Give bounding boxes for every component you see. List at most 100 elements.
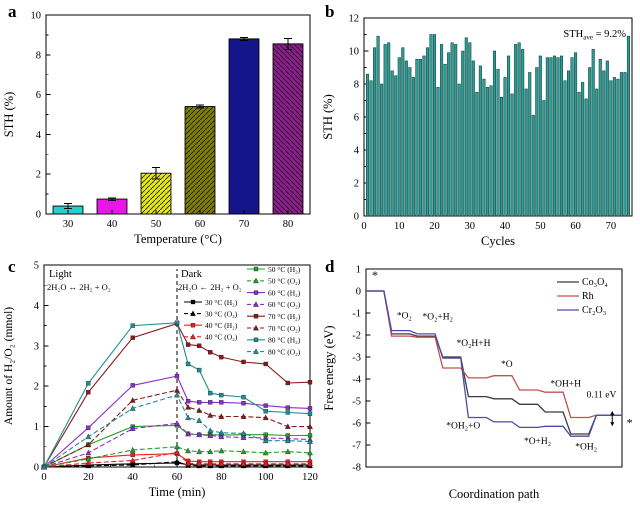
legend-label: 80 °C (H₂) [268, 336, 301, 345]
marker-triangle [129, 446, 136, 453]
marker-triangle [307, 449, 313, 456]
panel-a-letter: a [8, 2, 17, 21]
y-tick-label: -8 [352, 463, 361, 474]
marker-triangle [190, 310, 196, 316]
cycle-bar [507, 55, 511, 217]
marker-square [253, 314, 259, 319]
marker-square [263, 361, 268, 367]
x-tick-label: 30 [465, 221, 476, 232]
cycle-bar [524, 88, 528, 217]
series-50 °C (O₂) [43, 446, 311, 468]
marker-triangle [185, 460, 191, 466]
cycle-bar [542, 100, 546, 217]
marker-triangle [284, 423, 291, 429]
cycle-bar [514, 44, 518, 217]
marker-square [174, 320, 180, 325]
marker-triangle [185, 414, 191, 421]
cycle-bar [418, 59, 422, 217]
panel-d-letter: d [325, 257, 335, 276]
marker-square [253, 290, 259, 295]
y-tick-label: 1 [34, 422, 39, 433]
cycle-bar [538, 55, 542, 217]
marker-square [197, 400, 202, 405]
y-tick-label: 0 [356, 287, 361, 298]
marker-triangle [218, 433, 225, 440]
legend-label: 40 °C (O₂) [205, 333, 238, 342]
marker-square [197, 343, 202, 348]
cycle-bar [376, 35, 380, 217]
annotation-*: * [627, 415, 633, 429]
x-tick-label: 70 [606, 221, 617, 232]
y-tick-label: 4 [354, 146, 360, 157]
cycle-bar [464, 37, 468, 217]
y-tick-label: 10 [349, 47, 360, 58]
cycle-bar [598, 59, 602, 217]
marker-triangle [85, 455, 92, 462]
marker-triangle [207, 412, 214, 418]
cycle-bar [450, 42, 454, 217]
cycle-bar [380, 83, 384, 217]
cycle-bar [574, 52, 578, 217]
cycle-bar [528, 72, 532, 217]
marker-triangle [85, 441, 92, 448]
cycle-bar [447, 52, 451, 217]
series-60 °C (H₂) [43, 375, 311, 468]
cycle-bar [415, 59, 419, 217]
cycle-bar [369, 80, 373, 217]
x-tick-label: 50 [151, 219, 162, 230]
x-tick-label: 0 [361, 221, 366, 232]
legend-label: 60 °C (O₂) [268, 300, 301, 309]
cycle-bar [482, 78, 486, 217]
marker-triangle [85, 449, 92, 456]
marker-triangle [196, 460, 203, 467]
cycle-bar [588, 67, 592, 217]
marker-triangle [207, 448, 214, 454]
x-tick-label: 30 [63, 219, 74, 230]
y-tick-label: 2 [36, 170, 41, 181]
marker-square [241, 359, 246, 365]
x-tick-label: 70 [239, 219, 250, 230]
cycle-bar [535, 67, 539, 217]
axes-frame [365, 268, 623, 468]
legend-label: Cr₂O₃ [582, 305, 606, 316]
legend-label: 60 °C (H₂) [268, 288, 301, 297]
marker-square [185, 361, 191, 367]
x-tick-label: 10 [394, 221, 405, 232]
marker-triangle [196, 431, 203, 438]
marker-square [241, 401, 246, 406]
y-tick-label: 3 [34, 341, 39, 352]
marker-triangle [253, 301, 259, 307]
legend-label: 70 °C (O₂) [268, 324, 301, 333]
cycle-bar [563, 80, 567, 217]
annotation-0.11 eV: 0.11 eV [587, 391, 617, 401]
series-40 °C (H₂) [43, 453, 310, 468]
y-tick-label: 10 [31, 11, 42, 22]
x-axis-label: Cycles [481, 234, 515, 248]
annotation-*OH+H: *OH+H [550, 380, 581, 390]
x-tick-label: 100 [258, 472, 274, 483]
cycle-bar [383, 44, 387, 217]
y-tick-label: -6 [352, 419, 361, 430]
marker-square [174, 373, 180, 379]
dark-region-label: Dark [181, 269, 203, 280]
cycle-bar [475, 92, 479, 217]
panel-c: c 0 20 40 60 80 100 120 0 1 2 3 4 5 Light 2H₂O ↔ 2H₂ +… [0, 255, 320, 509]
cycle-bar [595, 88, 599, 217]
marker-square [219, 392, 224, 398]
marker-triangle [218, 429, 225, 436]
cycle-bar [584, 98, 588, 217]
marker-triangle [284, 448, 291, 454]
legend-label: Co₃O₄ [582, 277, 608, 288]
marker-square [190, 299, 196, 305]
cycle-bar [457, 83, 461, 217]
y-tick-label: 6 [36, 90, 41, 101]
energy-path-Cr₂O₃ [366, 290, 622, 437]
marker-triangle [129, 425, 136, 431]
annotation-*OH₂: *OH₂ [575, 442, 597, 452]
marker-triangle [262, 414, 269, 421]
x-tick-label: 40 [127, 472, 138, 483]
cycle-bar [387, 42, 391, 217]
chart-c-h2-o2-vs-time: 0 20 40 60 80 100 120 0 1 2 3 4 5 Light 2H₂O ↔ 2H₂ + O… [3, 261, 318, 500]
axes-frame [45, 14, 311, 215]
light-region-label: Light [49, 269, 72, 280]
